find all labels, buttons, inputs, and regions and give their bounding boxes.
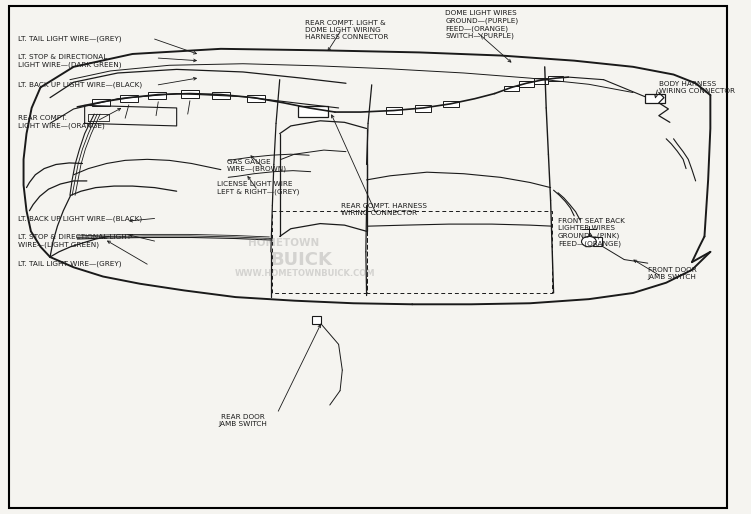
Text: LT. BACK UP LIGHT WIRE—(BLACK): LT. BACK UP LIGHT WIRE—(BLACK) xyxy=(19,215,143,222)
Bar xyxy=(519,81,534,86)
Text: LICENSE LIGHT WIRE
LEFT & RIGHT—(GREY): LICENSE LIGHT WIRE LEFT & RIGHT—(GREY) xyxy=(217,181,300,195)
Text: BODY HARNESS
WIRING CONNECTOR: BODY HARNESS WIRING CONNECTOR xyxy=(659,81,734,94)
Text: HOMETOWN: HOMETOWN xyxy=(248,237,319,248)
Text: REAR COMPT. LIGHT &
DOME LIGHT WIRING
HARNESS CONNECTOR: REAR COMPT. LIGHT & DOME LIGHT WIRING HA… xyxy=(306,20,389,40)
Bar xyxy=(534,78,548,83)
Text: LT. STOP & DIRECTIONAL LIGHT
WIRE—(LIGHT GREEN): LT. STOP & DIRECTIONAL LIGHT WIRE—(LIGHT… xyxy=(19,234,131,248)
Bar xyxy=(645,94,665,103)
Text: LT. TAIL LIGHT WIRE—(GREY): LT. TAIL LIGHT WIRE—(GREY) xyxy=(19,261,122,267)
Bar xyxy=(212,92,230,99)
Text: REAR COMPT.
LIGHT WIRE—(ORANGE): REAR COMPT. LIGHT WIRE—(ORANGE) xyxy=(19,116,105,129)
Bar xyxy=(548,76,563,81)
Bar xyxy=(92,99,110,106)
Bar xyxy=(443,101,460,107)
Bar xyxy=(593,237,602,246)
Text: FRONT SEAT BACK
LIGHTER WIRES
GROUND—(PINK)
FEED—(ORANGE): FRONT SEAT BACK LIGHTER WIRES GROUND—(PI… xyxy=(558,218,625,247)
Text: LT. TAIL LIGHT WIRE—(GREY): LT. TAIL LIGHT WIRE—(GREY) xyxy=(19,36,122,42)
Text: LT. STOP & DIRECTIONAL
LIGHT WIRE—(DARK GREEN): LT. STOP & DIRECTIONAL LIGHT WIRE—(DARK … xyxy=(19,54,122,67)
Text: LT. BACK UP LIGHT WIRE—(BLACK): LT. BACK UP LIGHT WIRE—(BLACK) xyxy=(19,82,143,88)
Bar xyxy=(119,95,138,102)
Bar xyxy=(181,90,199,98)
Bar xyxy=(247,95,265,102)
Text: REAR COMPT. HARNESS
WIRING CONNECTOR: REAR COMPT. HARNESS WIRING CONNECTOR xyxy=(341,203,427,216)
Text: GAS GAUGE
WIRE—(BROWN): GAS GAUGE WIRE—(BROWN) xyxy=(227,159,287,172)
Bar xyxy=(504,85,519,91)
Text: REAR DOOR
JAMB SWITCH: REAR DOOR JAMB SWITCH xyxy=(219,414,267,427)
Circle shape xyxy=(581,236,596,247)
Text: BUICK: BUICK xyxy=(271,250,333,269)
Text: DOME LIGHT WIRES
GROUND—(PURPLE)
FEED—(ORANGE)
SWITCH—(PURPLE): DOME LIGHT WIRES GROUND—(PURPLE) FEED—(O… xyxy=(445,10,518,39)
Bar xyxy=(148,92,166,99)
Bar xyxy=(298,106,327,117)
Text: FRONT DOOR
JAMB SWITCH: FRONT DOOR JAMB SWITCH xyxy=(648,267,697,280)
Bar xyxy=(312,316,321,324)
Text: WWW.HOMETOWNBUICK.COM: WWW.HOMETOWNBUICK.COM xyxy=(235,269,376,278)
Bar xyxy=(386,107,402,114)
Bar xyxy=(415,105,431,112)
